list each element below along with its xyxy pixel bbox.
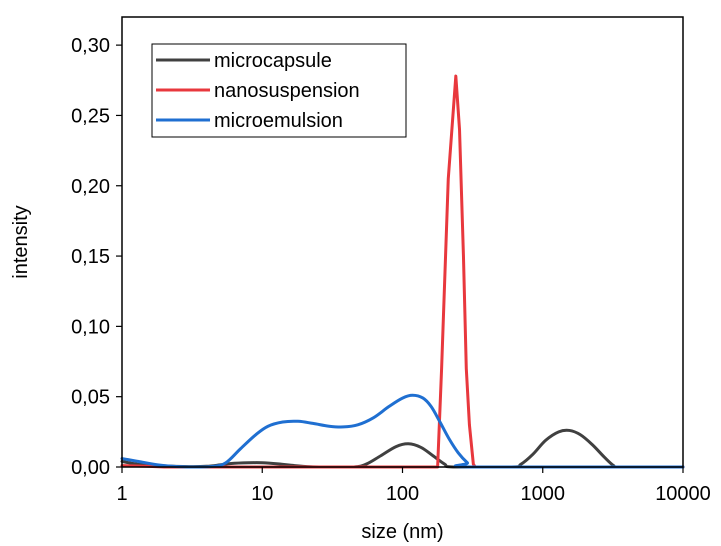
y-tick-label: 0,05: [71, 387, 110, 409]
x-tick-label: 100: [386, 483, 419, 505]
x-tick-label: 1000: [521, 483, 566, 505]
legend-label-nanosuspension: nanosuspension: [214, 80, 360, 102]
y-axis-label: intensity: [10, 205, 32, 278]
y-tick-label: 0,15: [71, 246, 110, 268]
legend-label-microcapsule: microcapsule: [214, 50, 332, 72]
y-tick-label: 0,30: [71, 35, 110, 57]
x-axis-label: size (nm): [361, 521, 443, 543]
x-tick-label: 10000: [655, 483, 711, 505]
y-axis: 0,00 0,05 0,10 0,15 0,20 0,25 0,30: [71, 35, 122, 479]
x-tick-label: 10: [251, 483, 273, 505]
x-tick-label: 1: [116, 483, 127, 505]
legend: microcapsule nanosuspension microemulsion: [151, 43, 407, 138]
x-axis: 1 10 100 1000 10000: [116, 467, 711, 505]
legend-label-microemulsion: microemulsion: [214, 110, 343, 132]
series-line-microemulsion: [120, 393, 685, 469]
y-tick-label: 0,10: [71, 316, 110, 338]
y-tick-label: 0,25: [71, 105, 110, 127]
y-tick-label: 0,20: [71, 176, 110, 198]
series-line-microcapsule: [120, 428, 685, 469]
y-tick-label: 0,00: [71, 457, 110, 479]
